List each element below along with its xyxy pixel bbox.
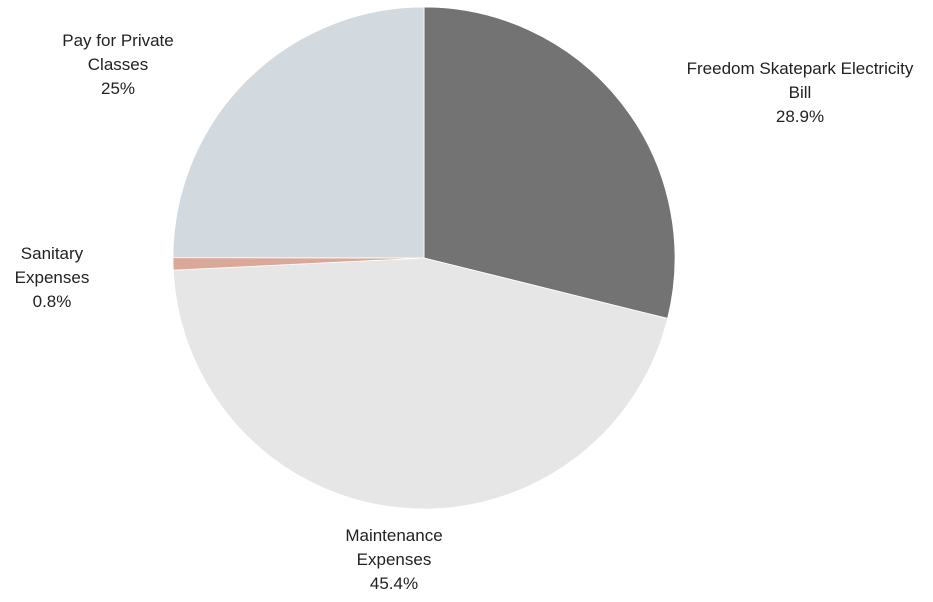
label-private-classes-line-2: Classes (87, 55, 149, 74)
label-electricity-bill-line-1: Freedom Skatepark Electricity (686, 59, 914, 78)
pie-slices (172, 6, 676, 510)
label-sanitary-expenses-line-2: Expenses (14, 268, 90, 287)
label-electricity-bill-line-2: Bill (788, 83, 812, 102)
label-private-classes-line-1: Pay for Private (62, 31, 174, 50)
label-private-classes: Pay for Private Classes 25% (62, 29, 174, 101)
label-private-classes-value: 25% (100, 79, 136, 98)
label-sanitary-expenses-value: 0.8% (32, 292, 72, 311)
label-sanitary-expenses-line-1: Sanitary (20, 244, 84, 263)
label-electricity-bill-value: 28.9% (775, 107, 825, 126)
label-electricity-bill: Freedom Skatepark Electricity Bill 28.9% (687, 57, 914, 129)
slice-private-classes (172, 6, 425, 259)
slice-maintenance-expenses (172, 257, 669, 510)
label-sanitary-expenses: Sanitary Expenses 0.8% (15, 242, 90, 314)
slice-electricity-bill (423, 6, 676, 319)
label-maintenance-expenses: Maintenance Expenses 45.4% (345, 524, 442, 596)
label-maintenance-expenses-line-1: Maintenance (345, 526, 443, 545)
label-maintenance-expenses-line-2: Expenses (356, 550, 432, 569)
label-maintenance-expenses-value: 45.4% (369, 574, 419, 593)
